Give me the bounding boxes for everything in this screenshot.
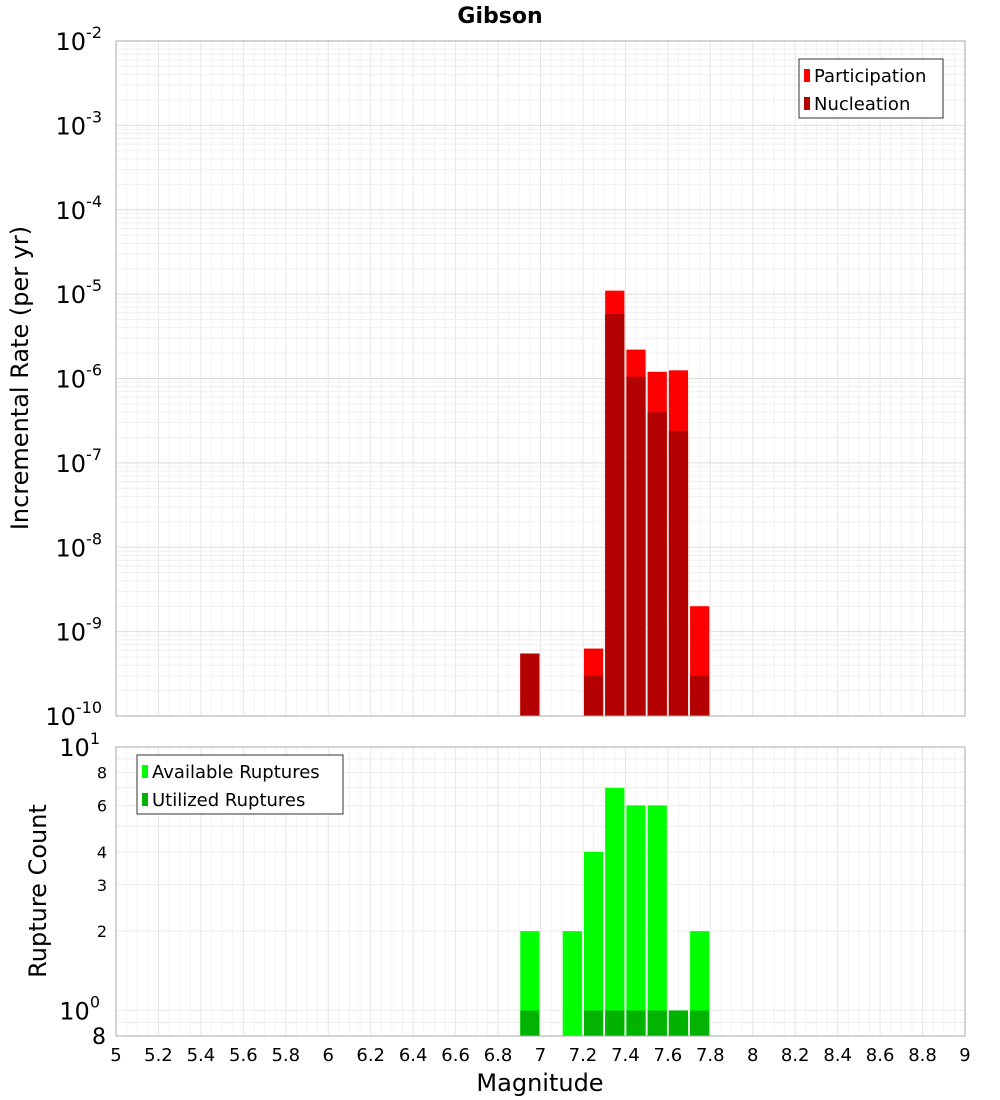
count-chart-x-tick-label: 6.4 [399,1045,428,1066]
count-chart-y-axis-label: Rupture Count [24,804,52,978]
count-chart-x-tick-label: 6 [323,1045,334,1066]
legend-label-participation: Participation [814,66,926,87]
count-chart-x-tick-label: 8.6 [866,1045,895,1066]
count-chart-y-tick-label: 2 [97,922,107,941]
rate-chart-y-axis-label: Incremental Rate (per yr) [6,226,34,530]
bar-nucleation [690,675,710,716]
count-chart-x-tick-label: 6.6 [441,1045,470,1066]
bar-nucleation [668,430,689,716]
count-chart-x-tick-label: 7.8 [696,1045,725,1066]
bar-available-ruptures [605,787,625,1036]
rate-chart-plot-border [115,40,966,717]
bar-available-ruptures [690,931,710,1036]
rate-chart-y-tick-label: 10-5 [56,276,103,309]
count-chart-x-tick-label: 7.2 [569,1045,598,1066]
rate-chart-y-tick-label: 10-6 [56,361,103,394]
count-chart-x-axis-label: Magnitude [476,1069,603,1097]
count-chart-y-tick-label: 3 [97,876,107,895]
bar-nucleation [583,675,604,716]
count-chart-plot-border [115,746,966,1037]
bar-utilized-ruptures [583,1010,604,1036]
bar-available-ruptures [647,805,667,1036]
rate-chart-y-tick-label: 10-7 [56,445,103,478]
count-chart-x-tick-label: 7.4 [611,1045,640,1066]
bar-available-ruptures [562,931,582,1036]
rate-chart-y-ticks: 10-10 10-9 10-8 10-7 10-6 10-5 10-4 10-3 10-2 [45,23,102,731]
bar-utilized-ruptures [647,1010,667,1036]
bar-utilized-ruptures [520,1010,540,1036]
legend-swatch-nucleation [804,97,810,110]
count-chart-x-tick-label: 7.6 [654,1045,683,1066]
count-chart-y-tick-label: 101 [59,729,100,762]
rate-chart-y-tick-label: 10-2 [56,23,103,56]
count-chart-y-tick-label: 8 [92,1025,106,1050]
legend-swatch-utilized-ruptures [142,793,148,806]
bar-utilized-ruptures [668,1010,689,1036]
bar-available-ruptures [583,851,604,1036]
count-chart-x-tick-label: 8 [747,1045,758,1066]
count-chart-x-tick-label: 6.2 [356,1045,385,1066]
bar-utilized-ruptures [605,1010,625,1036]
count-chart-x-tick-label: 5 [110,1045,121,1066]
legend-box [136,754,344,815]
legend-swatch-participation [804,69,810,82]
bar-available-ruptures [520,931,540,1036]
rate-chart-y-tick-label: 10-3 [56,107,103,140]
chart-title: Gibson [457,4,542,29]
legend-box [798,58,944,119]
bar-nucleation [605,314,625,716]
count-chart-x-tick-label: 6.8 [484,1045,513,1066]
rate-chart-y-tick-label: 10-10 [45,698,102,731]
legend-label-nucleation: Nucleation [814,94,910,115]
rate-chart-bars [520,290,710,716]
count-chart-x-ticks: 5 5.2 5.4 5.6 5.8 6 6.2 6.4 6.6 6.8 7 7.2 7.4 7.6 7.8 8… [110,1045,970,1066]
count-chart-x-tick-label: 8.2 [781,1045,810,1066]
rate-chart: 10-10 10-9 10-8 10-7 10-6 10-5 10-4 10-3 10-2 In… [6,23,966,731]
legend-swatch-available-ruptures [142,765,148,778]
rate-chart-y-tick-label: 10-9 [56,614,103,647]
count-chart-y-tick-label: 8 [97,764,107,783]
bar-utilized-ruptures [626,1010,646,1036]
legend-label-utilized-ruptures: Utilized Ruptures [152,790,305,811]
bar-available-ruptures [626,805,646,1036]
rate-chart-grid [115,41,966,717]
legend-label-available-ruptures: Available Ruptures [152,762,320,783]
count-chart-x-tick-label: 5.6 [229,1045,258,1066]
count-chart-x-tick-label: 9 [959,1045,970,1066]
count-chart-y-tick-label: 100 [59,992,100,1025]
count-chart-x-tick-label: 5.8 [271,1045,300,1066]
count-chart-x-tick-label: 5.4 [187,1045,216,1066]
count-chart-x-tick-label: 5.2 [144,1045,173,1066]
rate-chart-legend: Participation Nucleation [798,58,944,119]
rate-chart-y-tick-label: 10-8 [56,529,103,562]
bar-utilized-ruptures [690,1010,710,1036]
count-chart-legend: Available Ruptures Utilized Ruptures [136,754,344,815]
bar-nucleation [626,376,646,716]
count-chart-x-tick-label: 8.8 [908,1045,937,1066]
bar-nucleation [647,412,667,716]
count-chart-y-tick-label: 6 [97,796,107,815]
rate-chart-y-tick-label: 10-4 [56,192,103,225]
bar-nucleation [520,653,540,716]
count-chart-x-tick-label: 8.4 [823,1045,852,1066]
count-chart-y-tick-label: 4 [97,843,107,862]
count-chart-bars [520,787,710,1036]
count-chart-x-tick-label: 7 [535,1045,546,1066]
